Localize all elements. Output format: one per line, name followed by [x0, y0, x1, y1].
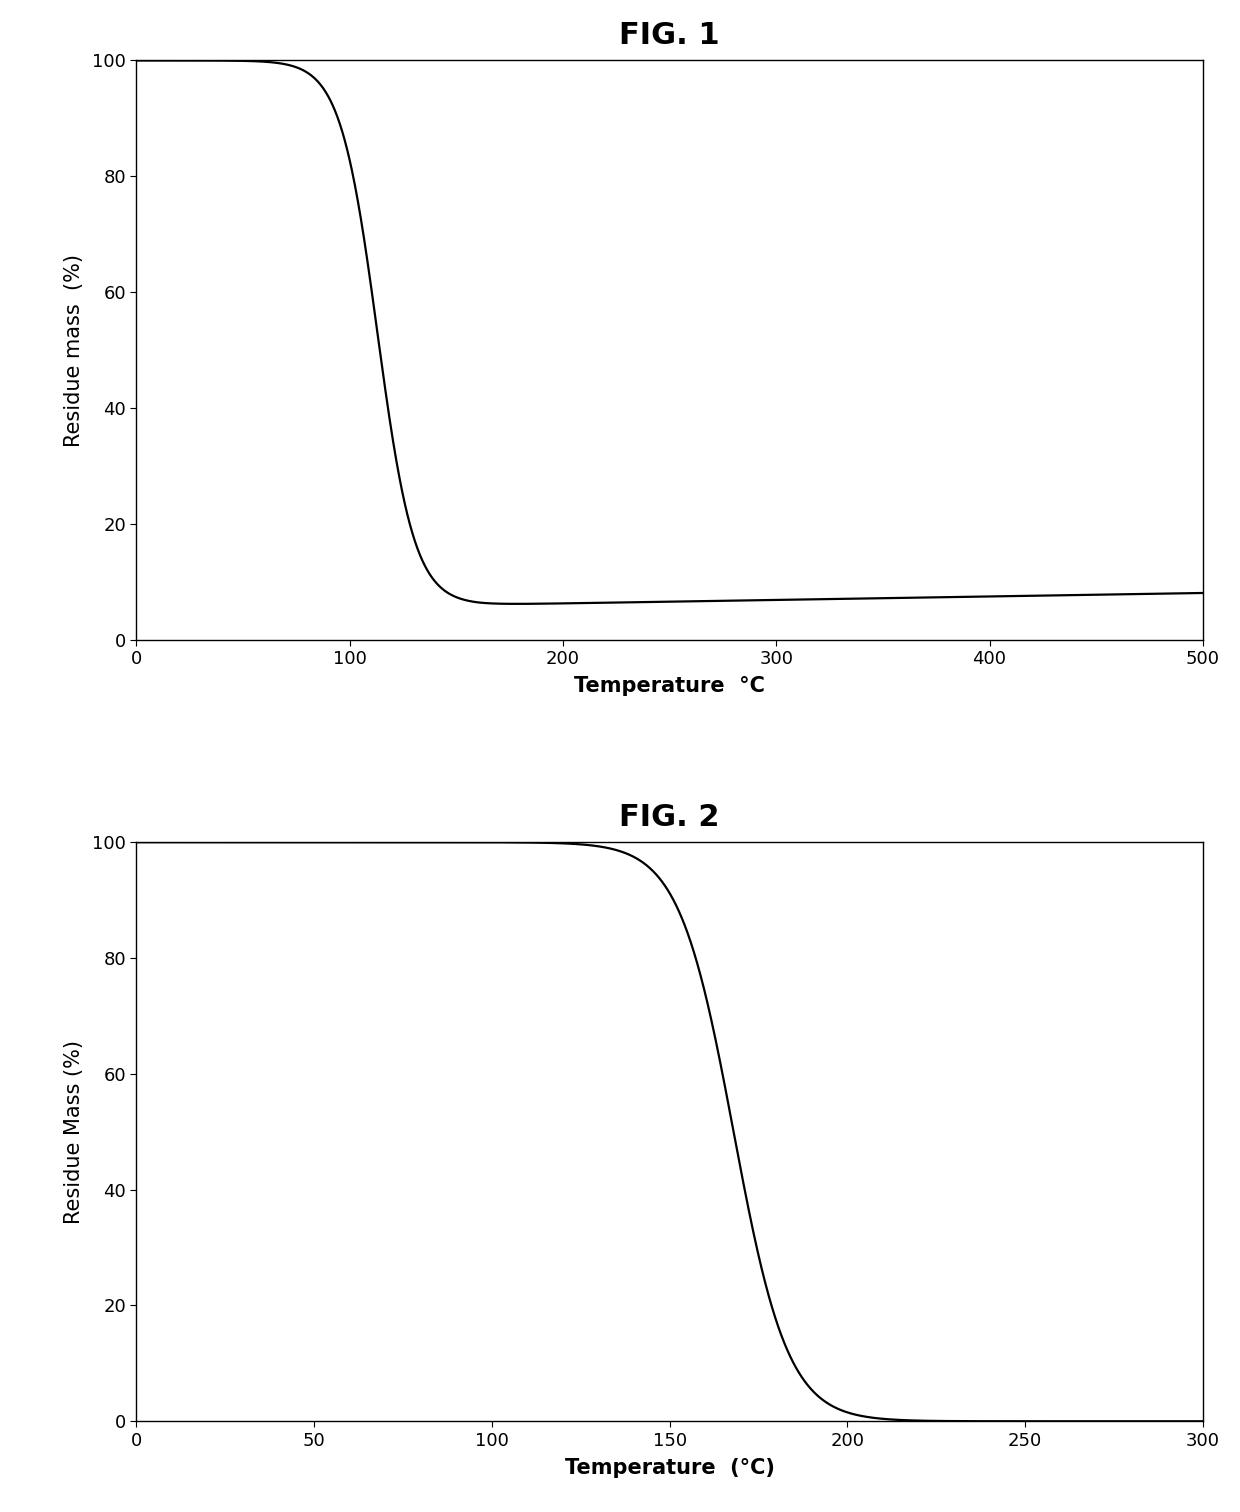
- Y-axis label: Residue mass  (%): Residue mass (%): [63, 254, 84, 446]
- X-axis label: Temperature  (°C): Temperature (°C): [564, 1458, 775, 1479]
- Y-axis label: Residue Mass (%): Residue Mass (%): [63, 1040, 84, 1223]
- Title: FIG. 1: FIG. 1: [619, 21, 720, 50]
- Title: FIG. 2: FIG. 2: [619, 803, 720, 832]
- X-axis label: Temperature  °C: Temperature °C: [574, 676, 765, 697]
